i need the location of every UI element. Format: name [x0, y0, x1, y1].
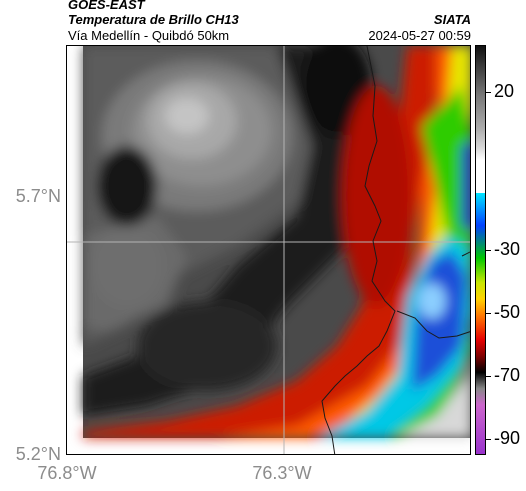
- brightness-temperature-field: [67, 46, 470, 454]
- organization-label: SIATA: [433, 12, 471, 27]
- datetime-label: 2024-05-27 00:59: [368, 28, 471, 43]
- longitude-label: 76.8°W: [37, 463, 97, 483]
- satellite-map[interactable]: [66, 45, 471, 455]
- colorbar-tick-label: -90: [494, 428, 521, 449]
- latitude-label: 5.2°N: [15, 444, 61, 464]
- department-border: [321, 46, 396, 454]
- colorbar-tick: [486, 376, 491, 378]
- longitude-label: 76.3°W: [252, 463, 312, 483]
- colorbar-tick-label: 20: [494, 81, 515, 102]
- satellite-title: GOES-EAST: [68, 0, 145, 12]
- colorbar-tick: [486, 92, 491, 94]
- department-border: [461, 251, 470, 257]
- department-border: [396, 310, 470, 339]
- colorbar-tick-label: -50: [494, 302, 521, 323]
- colorbar-tick: [486, 313, 491, 315]
- product-title: Temperatura de Brillo CH13: [68, 12, 239, 27]
- colorbar-tick: [486, 250, 491, 251]
- latitude-label: 5.7°N: [15, 186, 61, 206]
- colorbar-tick-label: -70: [494, 365, 521, 386]
- region-label: Vía Medellín - Quibdó 50km: [68, 28, 230, 43]
- colorbar: [475, 45, 486, 455]
- colorbar-tick-label: -30: [494, 239, 521, 260]
- colorbar-tick: [486, 439, 491, 441]
